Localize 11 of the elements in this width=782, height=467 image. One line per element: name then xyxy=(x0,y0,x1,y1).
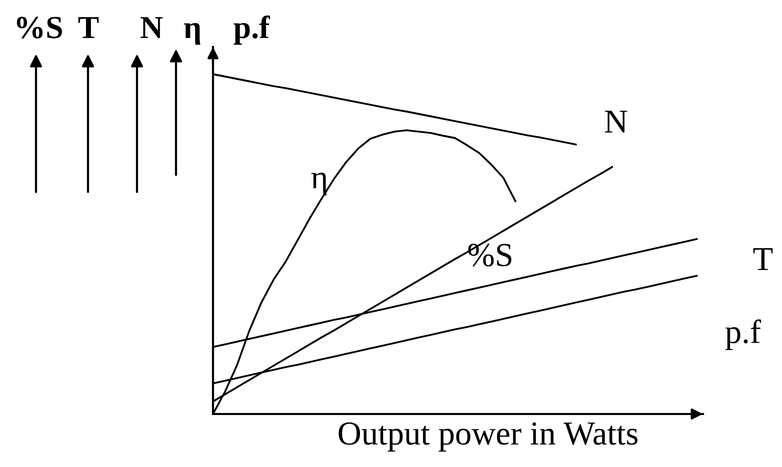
text: η xyxy=(184,22,200,45)
text: N xyxy=(140,17,163,38)
series-label: N xyxy=(604,110,628,133)
text: %S xyxy=(16,16,62,38)
series-label: T xyxy=(753,248,773,270)
x-axis-title: Output power in Watts xyxy=(338,422,638,452)
series-label: p.f xyxy=(725,319,761,350)
series-label: %S xyxy=(468,244,512,266)
text: p.f xyxy=(234,16,270,45)
text: T xyxy=(78,17,99,38)
series-label: η xyxy=(311,172,326,196)
